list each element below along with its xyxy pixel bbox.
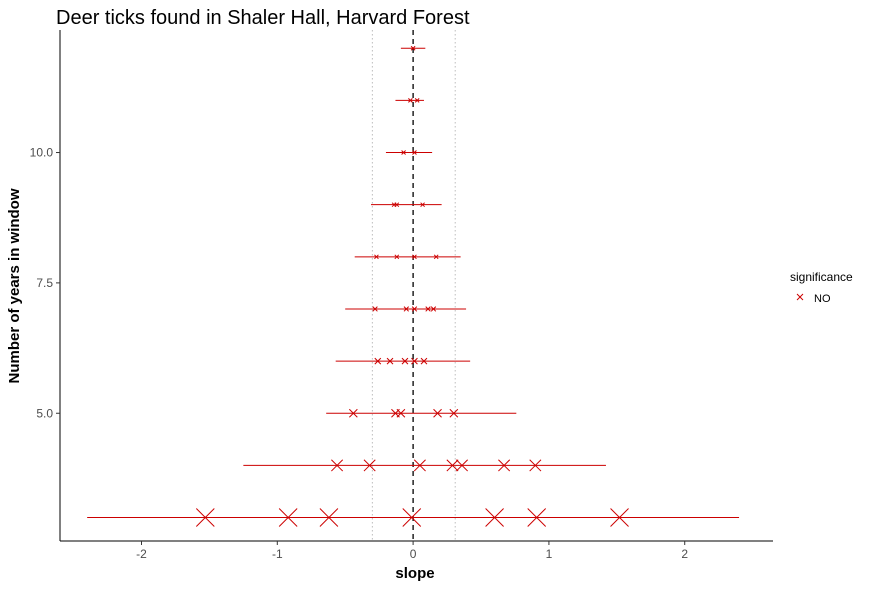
y-tick-label: 5.0 — [36, 406, 53, 420]
x-tick-label: -2 — [136, 547, 147, 561]
x-axis-title: slope — [395, 565, 434, 582]
data-point-x-marker — [433, 254, 439, 260]
data-point-x-marker — [420, 357, 428, 365]
data-point-x-marker — [527, 508, 547, 527]
x-tick-label: 0 — [410, 547, 417, 561]
data-point-x-marker — [413, 459, 426, 472]
data-point-x-marker — [401, 150, 406, 155]
data-point-x-marker — [394, 202, 400, 208]
data-point-x-marker — [372, 306, 378, 312]
data-point-x-marker — [278, 508, 298, 527]
data-point-x-marker — [412, 254, 417, 260]
data-point-x-marker — [402, 508, 422, 527]
data-point-x-marker — [433, 408, 442, 418]
x-tick-label: 1 — [546, 547, 553, 561]
axes — [59, 30, 773, 542]
y-tick-label: 7.5 — [36, 276, 53, 290]
data-point-x-marker — [195, 508, 215, 527]
legend-key-x-icon — [796, 293, 804, 301]
data-point-x-marker — [485, 508, 504, 527]
data-point-x-marker — [414, 98, 420, 103]
legend: significance NO — [790, 270, 853, 305]
data-point-x-marker — [449, 408, 459, 418]
data-marks — [195, 45, 629, 527]
legend-x-stroke — [796, 293, 804, 301]
data-point-x-marker — [425, 306, 431, 312]
data-point-x-marker — [610, 508, 629, 527]
data-point-x-marker — [529, 459, 542, 472]
data-point-x-marker — [410, 45, 416, 51]
data-point-x-marker — [498, 459, 511, 472]
data-point-x-marker — [319, 508, 339, 527]
data-point-x-marker — [420, 202, 425, 208]
legend-title: significance — [790, 270, 853, 284]
data-point-x-marker — [455, 459, 469, 472]
data-point-x-marker — [401, 357, 409, 365]
data-point-x-marker — [348, 408, 358, 418]
data-point-x-marker — [374, 254, 379, 260]
data-point-x-marker — [386, 357, 394, 365]
plot-area — [87, 30, 740, 541]
y-tick-label: 10.0 — [30, 146, 54, 160]
x-tick-label: 2 — [681, 547, 688, 561]
legend-label-no: NO — [814, 293, 831, 305]
data-point-x-marker — [412, 150, 417, 155]
data-point-x-marker — [394, 254, 400, 260]
data-point-x-marker — [363, 459, 376, 472]
x-tick-label: -1 — [272, 547, 283, 561]
data-point-x-marker — [408, 98, 413, 103]
data-point-x-marker — [411, 357, 418, 365]
data-point-x-marker — [411, 306, 418, 312]
data-point-x-marker — [430, 306, 437, 312]
data-point-x-marker — [374, 357, 382, 365]
chart-title: Deer ticks found in Shaler Hall, Harvard… — [56, 7, 470, 29]
data-point-x-marker — [446, 459, 459, 472]
tick-labels: -2 -1 0 1 2 5.0 7.5 10.0 — [30, 146, 689, 561]
data-point-x-marker — [403, 306, 410, 312]
y-axis-title: Number of years in window — [6, 188, 23, 383]
data-point-x-marker — [331, 459, 344, 472]
data-point-x-marker — [396, 408, 406, 418]
